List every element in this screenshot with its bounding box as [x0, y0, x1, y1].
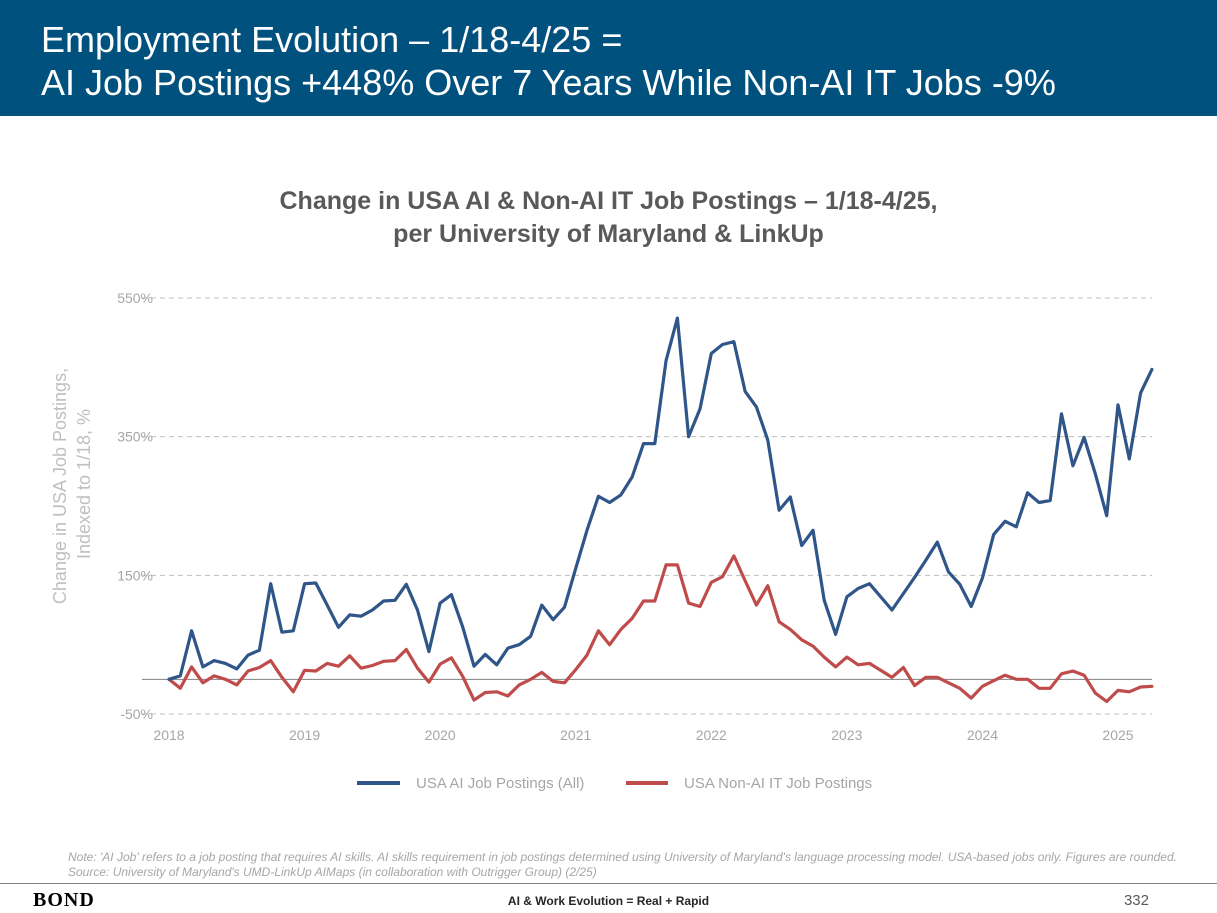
legend-label-non-ai: USA Non-AI IT Job Postings: [684, 775, 872, 792]
chart-title-line1: Change in USA AI & Non-AI IT Job Posting…: [279, 187, 938, 215]
x-tick-label: 2025: [1102, 727, 1133, 743]
slide-title-line1: Employment Evolution – 1/18-4/25 =: [41, 19, 623, 60]
x-tick-label: 2018: [153, 727, 184, 743]
x-tick-label: 2019: [289, 727, 320, 743]
legend-label-ai: USA AI Job Postings (All): [416, 775, 584, 792]
chart-title-line2: per University of Maryland & LinkUp: [393, 220, 824, 248]
footer-caption: AI & Work Evolution = Real + Rapid: [507, 894, 710, 908]
bond-logo: BOND: [33, 889, 95, 911]
x-tick-label: 2024: [967, 727, 998, 743]
y-tick-label: -50%: [120, 706, 153, 722]
y-tick-label: 150%: [117, 567, 153, 583]
series-line-non-ai: [167, 554, 1154, 704]
y-tick-label: 350%: [117, 429, 153, 445]
y-axis-label-line2: Indexed to 1/18, %: [74, 409, 94, 559]
footer-divider: [0, 883, 1217, 884]
x-tick-label: 2022: [696, 727, 727, 743]
title-banner: Employment Evolution – 1/18-4/25 = AI Jo…: [0, 0, 1217, 116]
y-axis-label: Change in USA Job Postings,: [50, 368, 70, 604]
slide-title-line2: AI Job Postings +448% Over 7 Years While…: [41, 62, 1056, 103]
x-tick-label: 2021: [560, 727, 591, 743]
x-tick-label: 2020: [425, 727, 456, 743]
page-number: 332: [1123, 892, 1149, 909]
series-line-ai: [167, 316, 1154, 681]
footnote: Note: 'AI Job' refers to a job posting t…: [68, 850, 1177, 879]
x-tick-label: 2023: [831, 727, 862, 743]
y-tick-label: 550%: [117, 290, 153, 306]
